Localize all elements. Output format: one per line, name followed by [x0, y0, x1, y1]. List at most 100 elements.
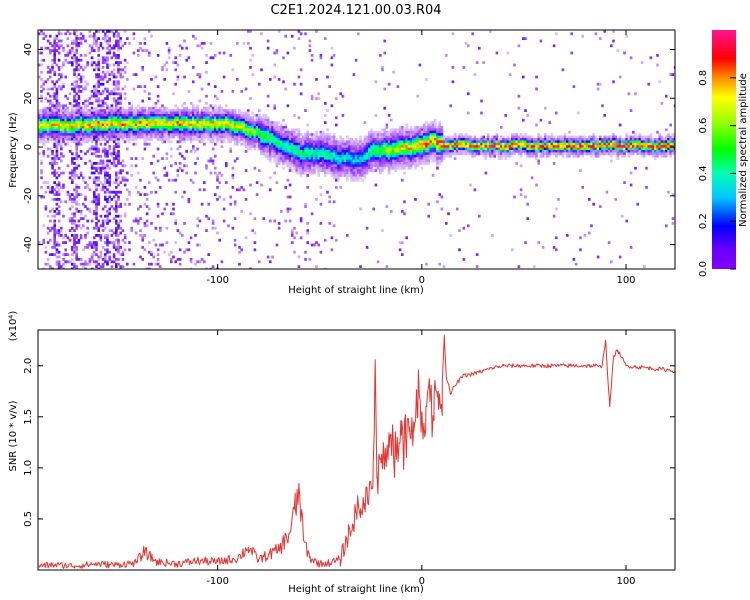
- spectrogram-cell: [282, 166, 285, 170]
- spectrogram-cell: [214, 166, 217, 170]
- spectrogram-cell: [405, 154, 408, 158]
- spectrogram-cell: [266, 145, 270, 148]
- spectrogram-cell: [295, 231, 298, 235]
- spectrogram-cell: [379, 150, 382, 153]
- spectrogram-cell: [526, 140, 529, 144]
- spectrogram-cell: [79, 157, 83, 160]
- spectrogram-cell: [97, 82, 100, 86]
- spectrogram-cell: [368, 164, 371, 168]
- spectrogram-cell: [123, 212, 127, 216]
- spectrogram-cell: [341, 138, 345, 141]
- spectrogram-cell: [434, 152, 437, 156]
- spectrogram-cell: [357, 145, 360, 148]
- spectrogram-cell: [517, 152, 521, 156]
- spectrogram-cell: [38, 121, 41, 124]
- spectrogram-cell: [53, 171, 56, 175]
- spectrogram-cell: [77, 130, 81, 134]
- spectrogram-cell: [165, 202, 169, 206]
- spectrogram-cell: [293, 157, 296, 160]
- spectrogram-cell: [354, 176, 358, 180]
- spectrogram-cell: [218, 51, 221, 55]
- spectrogram-cell: [438, 147, 441, 151]
- spectrogram-cell: [321, 130, 325, 134]
- spectrogram-cell: [242, 123, 246, 127]
- spectrogram-cell: [306, 159, 309, 163]
- spectrogram-cell: [394, 150, 397, 153]
- spectrogram-cell: [293, 140, 296, 144]
- spectrogram-cell: [484, 138, 488, 141]
- spectrogram-cell: [227, 121, 230, 124]
- spectrogram-cell: [460, 140, 463, 144]
- spectrogram-cell: [304, 145, 307, 148]
- spectrogram-cell: [53, 231, 56, 235]
- spectrogram-cell: [97, 150, 100, 153]
- spectrogram-cell: [192, 34, 195, 38]
- spectrogram-cell: [200, 202, 204, 206]
- spectrogram-cell: [418, 128, 422, 132]
- spectrogram-cell: [117, 142, 120, 146]
- spectrogram-cell: [141, 106, 144, 110]
- spectrogram-cell: [277, 147, 281, 151]
- spectrogram-cell: [176, 140, 180, 144]
- spectrogram-cell: [288, 166, 292, 170]
- spectrogram-cell: [117, 32, 120, 36]
- spectrogram-cell: [49, 138, 52, 141]
- spectrogram-cell: [200, 111, 204, 115]
- spectrogram-cell: [297, 152, 301, 156]
- spectrogram-cell: [392, 166, 395, 170]
- spectrogram-cell: [251, 54, 254, 57]
- spectrogram-cell: [398, 162, 402, 165]
- spectrogram-cell: [68, 114, 72, 117]
- spectrogram-cell: [352, 150, 356, 153]
- spectrogram-cell: [401, 157, 404, 160]
- spectrogram-cell: [447, 135, 450, 139]
- spectrogram-cell: [383, 140, 386, 144]
- spectrogram-cell: [154, 176, 158, 180]
- spectrogram-cell: [161, 130, 164, 134]
- spectrogram-cell: [104, 147, 107, 151]
- spectrogram-cell: [431, 135, 435, 139]
- spectrogram-cell: [51, 80, 54, 84]
- spectrogram-cell: [475, 152, 479, 156]
- spectrogram-cell: [495, 145, 499, 148]
- spectrogram-cell: [440, 159, 444, 163]
- spectrogram-cell: [194, 114, 197, 117]
- spectrogram-cell: [106, 126, 109, 129]
- spectrogram-cell: [205, 111, 208, 115]
- spectrogram-cell: [379, 142, 382, 146]
- spectrogram-cell: [172, 178, 175, 182]
- spectrogram-cell: [130, 106, 133, 110]
- spectrogram-cell: [205, 102, 208, 105]
- spectrogram-cell: [128, 130, 131, 134]
- spectrogram-cell: [282, 80, 285, 84]
- spectrogram-cell: [172, 212, 175, 216]
- spectrogram-cell: [376, 145, 380, 148]
- spectrogram-cell: [387, 142, 391, 146]
- spectrogram-cell: [117, 157, 120, 160]
- spectrogram-cell: [383, 164, 386, 168]
- spectrogram-cell: [64, 123, 67, 127]
- spectrogram-cell: [253, 118, 257, 122]
- spectrogram-cell: [119, 61, 122, 64]
- spectrogram-cell: [277, 30, 281, 33]
- spectrogram-cell: [112, 106, 116, 110]
- spectrogram-cell: [60, 75, 63, 79]
- spectrogram-cell: [62, 130, 65, 134]
- spectrogram-cell: [112, 162, 116, 165]
- spectrogram-cell: [484, 157, 488, 160]
- spectrogram-cell: [128, 102, 131, 105]
- spectrogram-cell: [174, 222, 177, 225]
- spectrogram-cell: [170, 178, 173, 182]
- spectrogram-cell: [75, 135, 78, 139]
- spectrogram-cell: [139, 130, 142, 134]
- spectrogram-cell: [374, 166, 378, 170]
- spectrogram-cell: [319, 202, 323, 206]
- spectrogram-cell: [119, 190, 122, 194]
- spectrogram-cell: [132, 32, 136, 36]
- spectrogram-cell: [403, 154, 406, 158]
- spectrogram-cell: [64, 142, 67, 146]
- spectrogram-cell: [330, 154, 334, 158]
- spectrogram-cell: [152, 238, 155, 242]
- spectrogram-cell: [227, 138, 230, 141]
- spectrogram-cell: [335, 166, 338, 170]
